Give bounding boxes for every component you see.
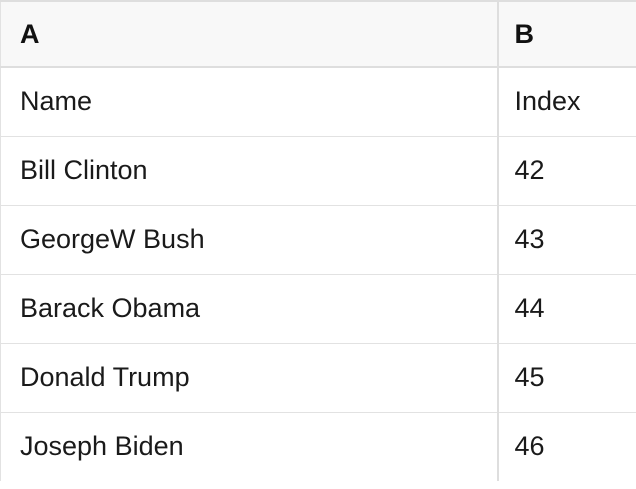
table-row: GeorgeW Bush 43 <box>0 205 636 275</box>
cell-b4[interactable]: 44 <box>497 274 636 344</box>
cell-a3[interactable]: GeorgeW Bush <box>0 205 499 275</box>
table-row: Joseph Biden 46 <box>0 412 636 481</box>
cell-b2[interactable]: 42 <box>497 136 636 206</box>
cell-a4[interactable]: Barack Obama <box>0 274 499 344</box>
table-row: Donald Trump 45 <box>0 343 636 413</box>
cell-a6[interactable]: Joseph Biden <box>0 412 499 481</box>
column-header-a[interactable]: A <box>0 1 499 68</box>
table-row: Bill Clinton 42 <box>0 136 636 206</box>
cell-b5[interactable]: 45 <box>497 343 636 413</box>
cell-a1[interactable]: Name <box>0 67 499 137</box>
cell-b6[interactable]: 46 <box>497 412 636 481</box>
column-header-row: A B <box>0 1 636 68</box>
table-row: Name Index <box>0 67 636 137</box>
table-row: Barack Obama 44 <box>0 274 636 344</box>
cell-a2[interactable]: Bill Clinton <box>0 136 499 206</box>
cell-b3[interactable]: 43 <box>497 205 636 275</box>
cell-a5[interactable]: Donald Trump <box>0 343 499 413</box>
column-header-b[interactable]: B <box>497 1 636 68</box>
cell-b1[interactable]: Index <box>497 67 636 137</box>
